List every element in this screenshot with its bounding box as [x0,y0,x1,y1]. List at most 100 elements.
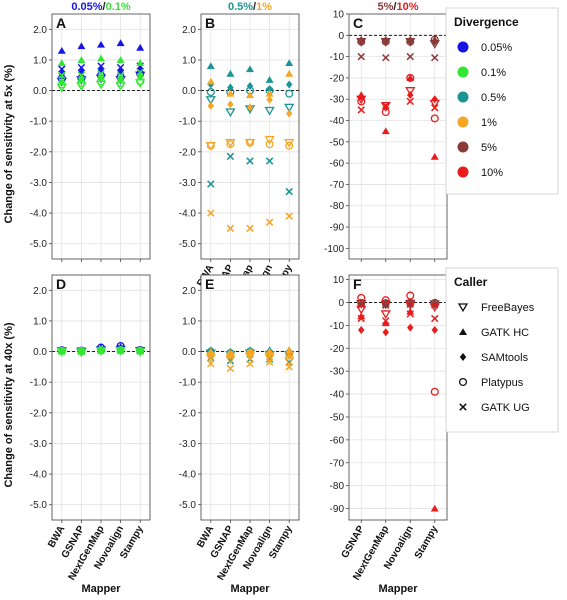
data-point [77,347,86,356]
legend-marker-diamond [459,353,467,361]
data-point [407,90,414,99]
data-point [206,88,215,97]
data-point [357,106,365,114]
data-point [207,360,215,368]
y-tick-label: -60 [330,435,345,446]
y-tick-label: -40 [330,116,345,127]
data-point [285,141,294,150]
legend-marker-tri-down [457,303,469,313]
data-point [116,39,125,47]
data-point [77,63,86,72]
data-point [77,346,86,356]
data-point [58,65,66,73]
y-tick-label: -70 [330,180,345,191]
data-point [286,109,293,118]
y-tick-label: 2.0 [33,25,47,36]
y-tick-label: -90 [330,223,345,234]
y-tick-label: -1.0 [179,117,197,128]
data-point [226,350,235,359]
data-point [406,37,415,46]
data-point [381,299,390,308]
legend-divergence-title: Divergence [454,15,519,29]
legend-label: 1% [481,117,497,129]
data-point [357,293,366,302]
data-point [226,224,235,233]
data-point [431,95,438,104]
y-tick-label: -1.0 [179,378,197,389]
y-tick-label: 2.0 [33,286,47,297]
data-point [136,347,144,355]
legend-label: GATK UG [481,402,530,414]
legend-label: Platypus [481,377,524,389]
data-point [406,73,415,82]
panel-letter: E [205,276,214,292]
data-point [246,103,254,112]
data-point [245,138,255,147]
plot-area [349,275,447,520]
data-point [77,71,86,79]
legend-marker-tri-up [459,328,467,335]
y-tick-label: 10 [333,275,345,286]
legend-swatch-005 [457,41,469,53]
data-point [285,363,293,371]
data-point [265,358,274,367]
y-tick-label: -5.0 [30,500,48,511]
panel-title-part: 0.05% [71,1,102,13]
data-point [285,69,294,77]
legend-swatch-5 [457,141,469,153]
data-point [381,296,390,305]
data-point [429,303,440,313]
y-tick-label: -10 [330,321,345,332]
data-point [246,65,254,73]
y-tick-label: 1.0 [182,316,196,327]
y-tick-label: -70 [330,458,345,469]
data-point [406,52,414,61]
data-point [382,328,389,337]
panels: 2.01.00.0-1.0-2.0-3.0-4.0-5.0A0.05%/0.1%… [30,1,448,582]
y-tick-label: 2.0 [182,286,196,297]
data-point [116,347,125,355]
x-axis-title-a: Mapper [81,583,121,595]
y-tick-label: -3.0 [30,178,48,189]
data-point [381,37,390,46]
data-point [430,114,439,123]
data-point [206,141,215,150]
data-point [265,218,274,226]
legend-swatch-1 [457,116,469,128]
y-tick-label: -3.0 [179,178,197,189]
x-axis-title-c: Mapper [378,583,418,595]
data-point [285,212,293,220]
y-tick-label: -2.0 [179,408,197,419]
y-tick-label: -5.0 [30,239,48,250]
legend-marker-cross [459,403,467,411]
legend-marker-circle [458,377,468,387]
legend-caller: Caller FreeBayes GATK HC SAMtools Platypus G… [445,267,559,433]
y-tick-label: 1.0 [182,55,196,66]
panel-title-part: / [103,1,106,13]
data-point [207,180,215,188]
data-point [226,69,235,77]
data-point [58,69,65,78]
data-point [358,93,365,102]
y-tick-label: -50 [330,137,345,148]
y-tick-label: -4.0 [30,209,48,220]
data-point [381,127,390,135]
data-point [284,103,295,113]
data-point [430,35,439,44]
data-point [357,97,366,106]
data-point [57,46,66,54]
panel-title-part: 5% [378,1,394,13]
data-point [265,350,274,359]
y-tick-label: -20 [330,73,345,84]
legend-label: GATK HC [481,327,529,339]
data-point [246,157,254,165]
y-tick-label: -4.0 [30,470,48,481]
data-point [406,291,415,300]
y-tick-label: -4.0 [179,209,197,220]
legend-swatch-01 [457,66,469,78]
data-point [406,97,414,106]
data-point [206,350,215,359]
y-tick-label: -2.0 [30,408,48,419]
data-point [205,96,216,105]
data-point [97,69,105,78]
